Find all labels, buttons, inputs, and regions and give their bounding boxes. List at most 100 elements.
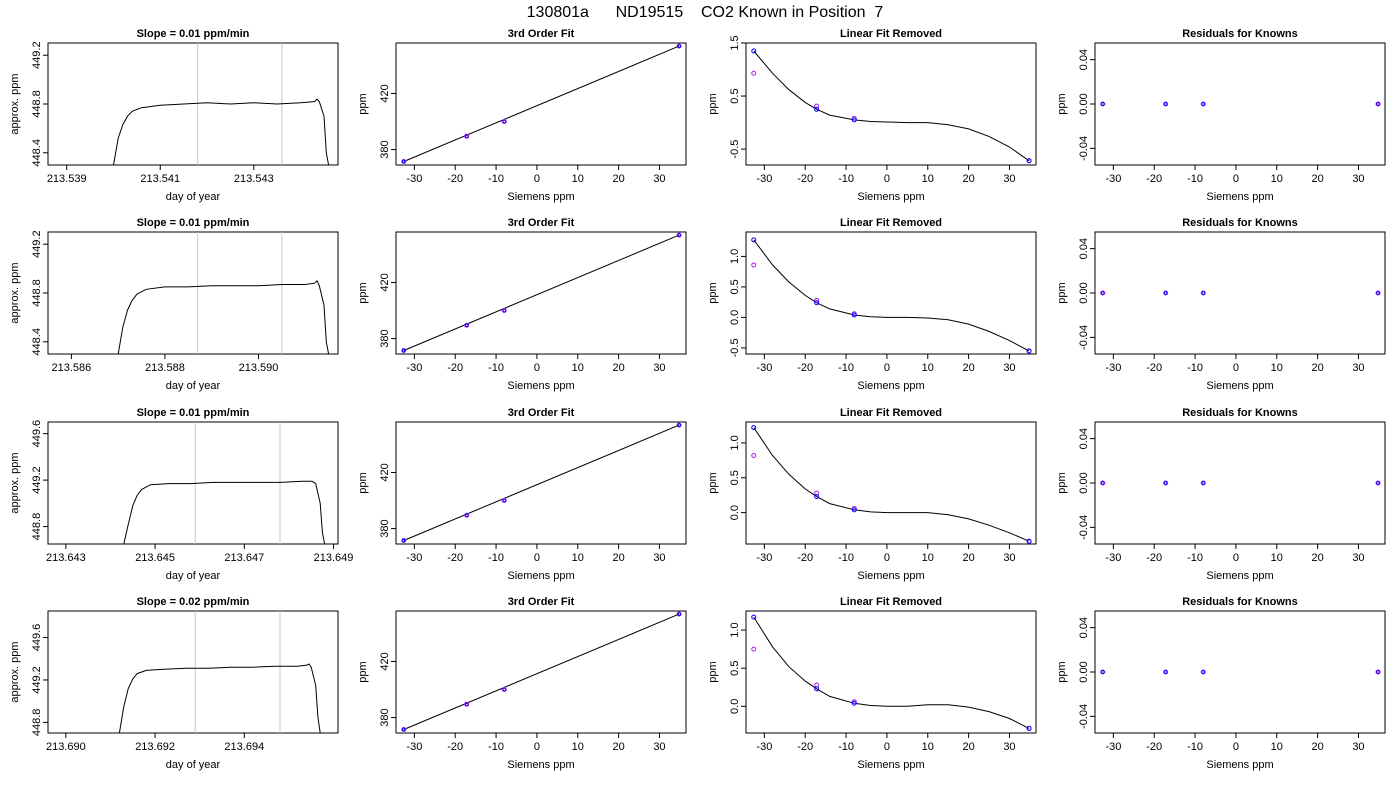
y-axis-label: approx. ppm	[9, 73, 21, 134]
y-tick-label: 420	[379, 273, 391, 291]
panel-title: Slope = 0.02 ppm/min	[137, 596, 250, 608]
plot-area	[401, 43, 682, 164]
y-axis-label: ppm	[707, 661, 719, 682]
panel-title: 3rd Order Fit	[508, 28, 575, 40]
x-tick-label: -30	[406, 741, 422, 753]
time-series-line	[113, 98, 330, 165]
x-tick-label: 0	[1233, 362, 1239, 374]
y-axis-label: ppm	[357, 93, 369, 114]
plot-area	[113, 43, 330, 165]
x-tick-label: -30	[1105, 552, 1121, 564]
plot-area	[117, 232, 330, 354]
y-axis-label: approx. ppm	[9, 262, 21, 323]
y-tick-label: 449.2	[31, 666, 43, 694]
x-axis-label: day of year	[166, 570, 221, 582]
y-tick-label: 449.2	[31, 41, 43, 69]
data-point-fit	[751, 425, 757, 431]
x-tick-label: -10	[488, 552, 504, 564]
data-point	[1375, 290, 1381, 296]
chart-panel: Linear Fit Removed -30 -20 -10 0 10 20 30 0.0 0.5…	[707, 596, 1037, 771]
plot-frame	[745, 42, 1037, 166]
x-tick-label: 10	[1271, 362, 1283, 374]
data-point-fit	[851, 312, 857, 318]
data-point-inner	[1101, 670, 1105, 674]
data-point	[676, 232, 682, 238]
data-point	[676, 422, 682, 428]
panel-title: Linear Fit Removed	[840, 217, 942, 229]
y-tick-label: 0.5	[729, 88, 741, 103]
data-point	[464, 512, 470, 518]
x-tick-label: -10	[838, 552, 854, 564]
y-tick-label: 0.04	[1078, 49, 1090, 70]
data-point-inner	[1101, 102, 1105, 106]
x-axis-label: Siemens ppm	[1206, 191, 1273, 203]
data-point-inner	[677, 612, 681, 616]
plot-frame	[745, 610, 1037, 734]
data-point-inner	[402, 538, 406, 543]
x-tick-label: -20	[1146, 741, 1162, 753]
data-point	[1100, 101, 1106, 107]
x-tick-label: -20	[1146, 173, 1162, 185]
x-tick-label: 20	[1311, 741, 1323, 753]
y-tick-label: 1.0	[729, 622, 741, 637]
x-tick-label: -30	[756, 552, 772, 564]
data-point-measured	[814, 490, 820, 496]
data-point-inner	[1163, 291, 1168, 295]
data-point-fit	[1026, 158, 1032, 164]
y-axis-label: approx. ppm	[9, 452, 21, 513]
plot-frame	[1094, 42, 1386, 166]
fit-curve	[753, 50, 1030, 162]
plot-area	[1100, 480, 1381, 486]
y-axis-label: ppm	[1056, 282, 1068, 303]
data-point-inner	[1376, 291, 1380, 295]
y-tick-label: 448.8	[31, 90, 43, 118]
x-tick-label: 30	[653, 173, 665, 185]
data-point	[1375, 480, 1381, 486]
y-tick-label: 0.5	[729, 661, 741, 676]
data-point-inner	[677, 233, 681, 237]
x-tick-label: 0	[1233, 173, 1239, 185]
y-tick-label: 0.04	[1078, 617, 1090, 638]
x-tick-label: 0	[534, 741, 540, 753]
x-tick-label: 10	[1271, 173, 1283, 185]
x-axis-label: Siemens ppm	[507, 570, 574, 582]
plot-area	[118, 611, 321, 733]
fit-line	[403, 613, 680, 730]
chart-panel: Linear Fit Removed -30 -20 -10 0 10 20 30 0.0 0.5…	[707, 407, 1037, 582]
y-tick-label: 380	[379, 519, 391, 537]
x-axis-label: Siemens ppm	[1206, 759, 1273, 771]
plot-area	[751, 237, 1032, 354]
x-tick-label: -10	[838, 173, 854, 185]
data-point	[501, 498, 507, 504]
x-tick-label: -10	[838, 362, 854, 374]
panel-title: Residuals for Knowns	[1182, 217, 1298, 229]
panel-title: Slope = 0.01 ppm/min	[137, 217, 250, 229]
chart-panel: Residuals for Knowns -30 -20 -10 0 10 20 30 -0.0…	[1056, 596, 1386, 771]
plot-area	[1100, 669, 1381, 675]
plot-frame	[47, 610, 339, 734]
x-tick-label: 20	[612, 552, 624, 564]
x-tick-label: 213.647	[224, 552, 264, 564]
x-tick-label: -10	[488, 173, 504, 185]
x-tick-label: 30	[1352, 362, 1364, 374]
x-tick-label: -20	[797, 741, 813, 753]
x-axis-label: Siemens ppm	[507, 191, 574, 203]
plot-frame	[395, 231, 687, 355]
data-point-measured	[814, 103, 820, 109]
y-tick-label: 0.5	[729, 470, 741, 485]
x-tick-label: 20	[1311, 173, 1323, 185]
y-axis-label: ppm	[707, 282, 719, 303]
chart-panel: Slope = 0.01 ppm/min 213.643 213.645 213.64…	[9, 407, 353, 582]
data-point-inner	[502, 498, 506, 503]
plot-frame	[1094, 231, 1386, 355]
chart-panel: Residuals for Knowns -30 -20 -10 0 10 20 30 -0.0…	[1056, 407, 1386, 582]
x-tick-label: 10	[922, 362, 934, 374]
x-tick-label: -10	[1187, 552, 1203, 564]
x-tick-label: -20	[447, 552, 463, 564]
fit-line	[403, 424, 680, 541]
data-point-inner	[464, 134, 469, 138]
x-axis-label: Siemens ppm	[1206, 570, 1273, 582]
plot-frame	[745, 421, 1037, 545]
data-point-fit	[814, 106, 820, 112]
x-tick-label: 20	[612, 362, 624, 374]
